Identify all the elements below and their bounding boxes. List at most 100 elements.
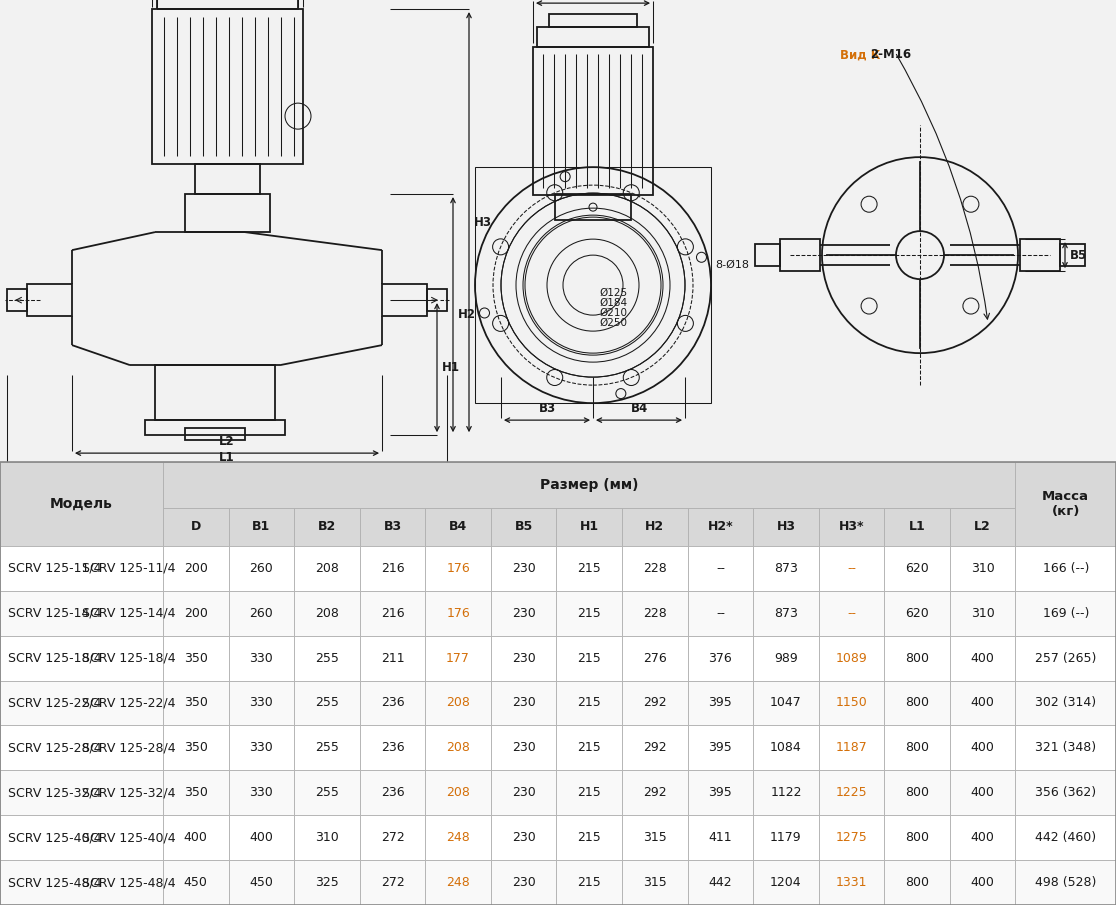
Text: 255: 255: [315, 652, 339, 664]
Text: 330: 330: [250, 741, 273, 755]
Text: 800: 800: [905, 786, 930, 799]
Bar: [425, 815, 491, 860]
Text: 442 (460): 442 (460): [1036, 831, 1096, 844]
Text: 176: 176: [446, 606, 470, 620]
Bar: [622, 770, 687, 815]
Bar: [622, 860, 687, 905]
Text: 315: 315: [643, 831, 666, 844]
Text: 400: 400: [971, 741, 994, 755]
Bar: [359, 508, 425, 546]
Text: 248: 248: [446, 831, 470, 844]
Bar: [163, 508, 229, 546]
Text: 400: 400: [184, 831, 208, 844]
Bar: [753, 860, 819, 905]
Text: 356 (362): 356 (362): [1036, 786, 1096, 799]
Text: 1225: 1225: [836, 786, 867, 799]
Text: 989: 989: [775, 652, 798, 664]
Text: 292: 292: [643, 741, 666, 755]
Text: 400: 400: [971, 876, 994, 889]
Bar: [753, 546, 819, 591]
Bar: [195, 164, 260, 195]
Bar: [819, 508, 884, 546]
Text: B1: B1: [252, 520, 270, 533]
Bar: [229, 546, 295, 591]
Bar: [1016, 591, 1116, 635]
Text: H2: H2: [645, 520, 664, 533]
Bar: [295, 770, 359, 815]
Bar: [950, 508, 1016, 546]
Bar: [687, 546, 753, 591]
Bar: [549, 14, 637, 27]
Bar: [753, 635, 819, 681]
Text: 620: 620: [905, 562, 929, 575]
Text: H3: H3: [777, 520, 796, 533]
Bar: [163, 591, 229, 635]
Text: 230: 230: [512, 697, 536, 710]
Bar: [555, 195, 631, 220]
Text: L1: L1: [219, 451, 234, 464]
Bar: [819, 726, 884, 770]
Bar: [152, 9, 304, 164]
Bar: [163, 770, 229, 815]
Text: Ø210: Ø210: [599, 308, 627, 319]
Bar: [950, 635, 1016, 681]
Bar: [145, 420, 285, 435]
Bar: [229, 726, 295, 770]
Bar: [950, 726, 1016, 770]
Bar: [0, 546, 163, 591]
Text: 310: 310: [971, 606, 994, 620]
Bar: [0, 770, 163, 815]
Bar: [884, 726, 950, 770]
Bar: [884, 815, 950, 860]
Bar: [1016, 681, 1116, 726]
Text: 330: 330: [250, 697, 273, 710]
Text: 292: 292: [643, 786, 666, 799]
Text: 200: 200: [184, 606, 208, 620]
Bar: [557, 681, 622, 726]
Text: 800: 800: [905, 876, 930, 889]
Bar: [359, 860, 425, 905]
Text: 2-M16: 2-M16: [870, 49, 911, 62]
Text: Модель: Модель: [50, 497, 113, 510]
Bar: [0, 726, 163, 770]
Bar: [491, 815, 557, 860]
Bar: [359, 546, 425, 591]
Text: Ø184: Ø184: [599, 298, 627, 308]
Text: 498 (528): 498 (528): [1035, 876, 1096, 889]
Text: 330: 330: [250, 786, 273, 799]
Bar: [687, 770, 753, 815]
Bar: [687, 681, 753, 726]
Bar: [557, 815, 622, 860]
Text: 873: 873: [775, 562, 798, 575]
Bar: [382, 284, 427, 316]
Text: SCRV 125-32/4: SCRV 125-32/4: [8, 786, 102, 799]
Text: 873: 873: [775, 606, 798, 620]
Bar: [229, 635, 295, 681]
Text: 330: 330: [250, 652, 273, 664]
Bar: [687, 726, 753, 770]
Bar: [295, 815, 359, 860]
Text: D: D: [191, 520, 201, 533]
Text: 236: 236: [381, 741, 404, 755]
Bar: [622, 681, 687, 726]
Text: 230: 230: [512, 741, 536, 755]
Bar: [425, 681, 491, 726]
Text: 1122: 1122: [770, 786, 801, 799]
Bar: [884, 770, 950, 815]
Bar: [491, 546, 557, 591]
Text: Размер (мм): Размер (мм): [540, 478, 638, 491]
Bar: [819, 635, 884, 681]
Bar: [0, 860, 163, 905]
Text: 230: 230: [512, 786, 536, 799]
Text: SCRV 125-40/4: SCRV 125-40/4: [8, 831, 102, 844]
Text: 395: 395: [709, 786, 732, 799]
Bar: [157, 0, 298, 9]
Bar: [780, 239, 820, 272]
Bar: [0, 635, 163, 681]
Bar: [425, 508, 491, 546]
Text: 400: 400: [971, 831, 994, 844]
Bar: [1016, 726, 1116, 770]
Text: SCRV 125-32/4: SCRV 125-32/4: [81, 786, 175, 799]
Text: 321 (348): 321 (348): [1036, 741, 1096, 755]
Bar: [359, 635, 425, 681]
